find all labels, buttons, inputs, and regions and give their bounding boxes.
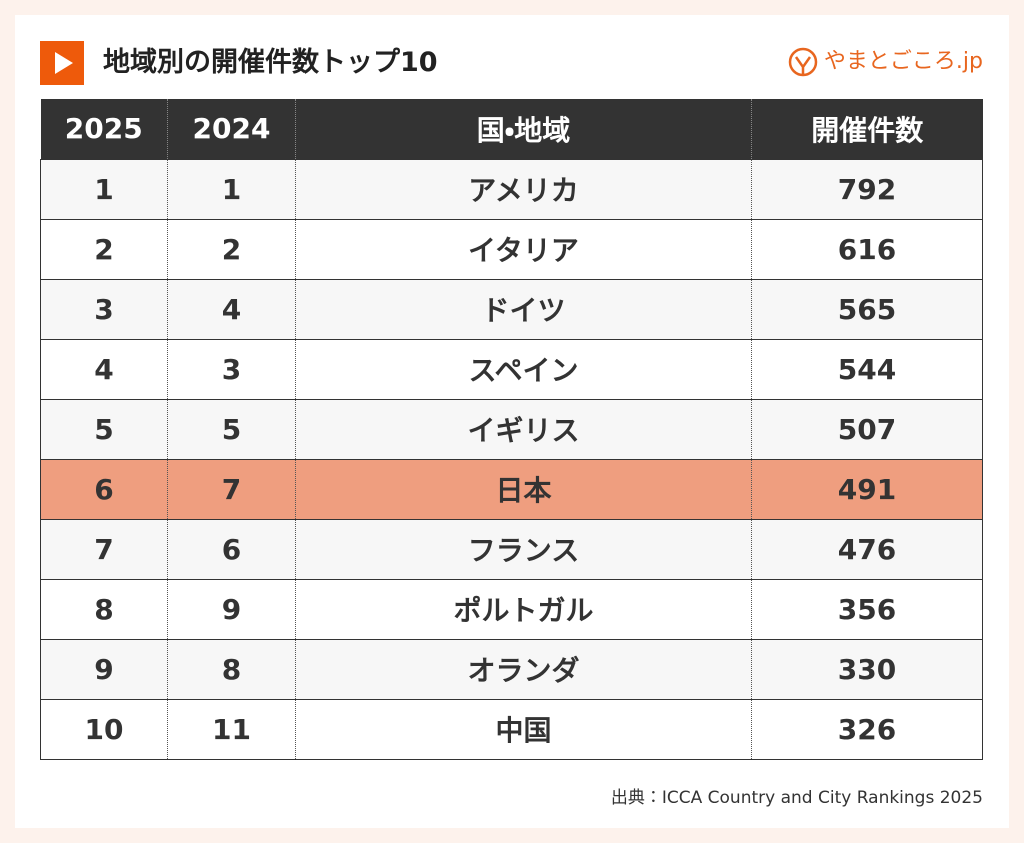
table-cell: 6 [40,458,168,519]
logo: やまとごころ.jp [788,45,983,79]
title: 地域別の開催件数トップ10 [103,47,438,78]
play-icon [40,41,84,85]
table-cell: 5 [167,398,296,459]
table-row: 4 3 スペイン 544 [40,338,983,399]
table-cell: 10 [40,698,168,760]
table-cell: 7 [167,458,296,519]
table-cell: 中国 [295,698,752,760]
table-row: 10 11 中国 326 [40,698,983,760]
table-cell: 3 [40,278,168,339]
table-cell: 日本 [295,458,752,519]
table-cell: 11 [167,698,296,760]
table-cell: ポルトガル [295,578,752,639]
column-header: 2024 [167,99,296,159]
table-cell: 9 [40,638,168,699]
table-cell: ドイツ [295,278,752,339]
table-cell: イタリア [295,218,752,279]
table-cell: 1 [40,158,168,219]
table-cell: フランス [295,518,752,579]
table-row: 3 4 ドイツ 565 [40,278,983,339]
ranking-table: 2025 2024 国・地域 開催件数 1 1 アメリカ 792 2 2 イタリア 616 3 4 ドイツ… [40,99,983,760]
table-row: 1 1 アメリカ 792 [40,158,983,219]
table-cell: 356 [751,578,983,639]
table-cell: スペイン [295,338,752,399]
table-cell: 544 [751,338,983,399]
table-cell: 8 [167,638,296,699]
table-cell: 2 [167,218,296,279]
table-cell: イギリス [295,398,752,459]
column-header: 2025 [40,99,168,159]
table-cell: 792 [751,158,983,219]
column-header: 国・地域 [295,99,752,159]
column-header: 開催件数 [751,99,983,159]
table-cell: 491 [751,458,983,519]
logo-text: やまとごころ.jp [823,49,983,74]
table-body: 1 1 アメリカ 792 2 2 イタリア 616 3 4 ドイツ 565 4 3 スペイン 544 5 5 イギリ… [40,158,983,760]
source: 出典：ICCA Country and City Rankings 2025 [610,788,983,808]
table-cell: 507 [751,398,983,459]
table-row: 5 5 イギリス 507 [40,398,983,459]
table-cell: 2 [40,218,168,279]
table-cell: 8 [40,578,168,639]
table-row: 2 2 イタリア 616 [40,218,983,279]
table-cell: 6 [167,518,296,579]
table-cell: 330 [751,638,983,699]
table-cell: 1 [167,158,296,219]
table-cell: 9 [167,578,296,639]
table-cell: 565 [751,278,983,339]
table-cell: 616 [751,218,983,279]
table-cell: 3 [167,338,296,399]
table-cell: 5 [40,398,168,459]
table-cell: アメリカ [295,158,752,219]
table-row: 6 7 日本 491 [40,458,983,519]
table-cell: オランダ [295,638,752,699]
table-row: 8 9 ポルトガル 356 [40,578,983,639]
card: 地域別の開催件数トップ10 やまとごころ.jp 2025 2024 国・地域 開催件数… [15,15,1009,828]
table-cell: 7 [40,518,168,579]
table-cell: 4 [167,278,296,339]
header-row: 2025 2024 国・地域 開催件数 [40,99,983,159]
table-row: 9 8 オランダ 330 [40,638,983,699]
table-cell: 326 [751,698,983,760]
table-cell: 4 [40,338,168,399]
table-row: 7 6 フランス 476 [40,518,983,579]
logo-icon [788,47,818,77]
table-cell: 476 [751,518,983,579]
